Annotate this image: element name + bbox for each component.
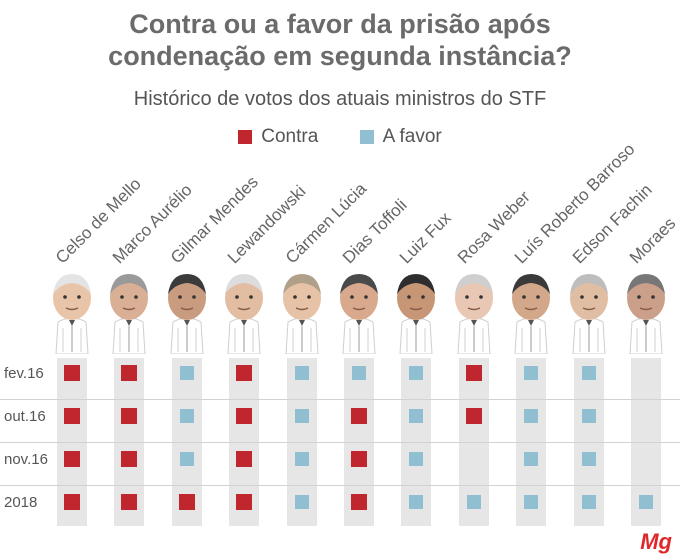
legend-item-contra: Contra	[238, 126, 318, 148]
vote-contra	[121, 494, 138, 510]
legend-swatch-contra	[238, 130, 253, 144]
legend-label-favor: A favor	[382, 126, 442, 147]
vote-favor	[352, 366, 366, 380]
minister-portrait-icon	[110, 274, 149, 354]
vote-contra	[64, 494, 80, 510]
minister-portrait-icon	[340, 274, 378, 354]
row-label: nov.16	[4, 451, 48, 468]
vote-contra	[121, 365, 138, 381]
vote-favor	[581, 409, 596, 423]
legend-item-favor: A favor	[359, 126, 442, 148]
minister-portrait-icon	[569, 274, 608, 354]
row-label: fev.16	[4, 365, 44, 382]
vote-favor	[581, 366, 596, 380]
vote-contra	[121, 451, 138, 467]
vote-favor	[639, 495, 653, 509]
vote-favor	[581, 452, 596, 466]
vote-favor	[409, 366, 424, 380]
chart-title-line-1: Contra ou a favor da prisão após	[129, 9, 551, 39]
vote-favor	[179, 452, 194, 466]
minister-portrait-icon	[167, 274, 206, 354]
row-divider	[0, 485, 680, 486]
minister-portrait-icon	[627, 274, 665, 354]
vote-favor	[179, 366, 194, 380]
vote-favor	[409, 495, 424, 509]
vote-favor	[409, 409, 424, 423]
vote-contra	[64, 365, 80, 381]
vote-contra	[178, 494, 195, 510]
vote-favor	[581, 495, 596, 509]
minister-portrait-icon	[512, 274, 551, 354]
vote-favor	[294, 366, 309, 380]
minister-portrait-icon	[454, 274, 493, 354]
row-label: 2018	[4, 494, 38, 511]
mg-logo: Mg	[640, 529, 672, 554]
minister-name: Moraes	[625, 213, 680, 268]
vote-contra	[236, 365, 253, 381]
vote-contra	[351, 494, 367, 510]
chart-subtitle: Histórico de votos dos atuais ministros …	[133, 88, 547, 110]
vote-contra	[64, 408, 80, 424]
minister-portrait-icon	[225, 274, 264, 354]
vote-contra	[236, 451, 253, 467]
vote-contra	[121, 408, 138, 424]
vote-favor	[179, 409, 194, 423]
minister-portrait-icon	[282, 274, 321, 354]
vote-contra	[236, 494, 253, 510]
legend-label-contra: Contra	[261, 126, 319, 147]
minister-portrait-icon	[397, 274, 436, 354]
row-label: out.16	[4, 408, 46, 425]
vote-favor	[524, 366, 539, 380]
vote-contra	[351, 408, 367, 424]
vote-favor	[524, 409, 539, 423]
vote-favor	[294, 409, 309, 423]
vote-favor	[524, 495, 539, 509]
minister-portrait-icon	[53, 274, 91, 354]
vote-contra	[351, 451, 367, 467]
legend-swatch-favor	[359, 130, 374, 144]
vote-contra	[465, 365, 482, 381]
row-divider	[0, 442, 680, 443]
vote-contra	[64, 451, 80, 467]
row-divider	[0, 399, 680, 400]
vote-contra	[236, 408, 253, 424]
chart-title-line-2: condenação em segunda instância?	[108, 41, 572, 71]
vote-favor	[294, 452, 309, 466]
vote-favor	[409, 452, 424, 466]
vote-favor	[294, 495, 309, 509]
vote-favor	[524, 452, 539, 466]
vote-favor	[466, 495, 481, 509]
legend: Contra A favor	[0, 126, 680, 150]
vote-contra	[465, 408, 482, 424]
minister-name: Luiz Fux	[396, 208, 456, 268]
